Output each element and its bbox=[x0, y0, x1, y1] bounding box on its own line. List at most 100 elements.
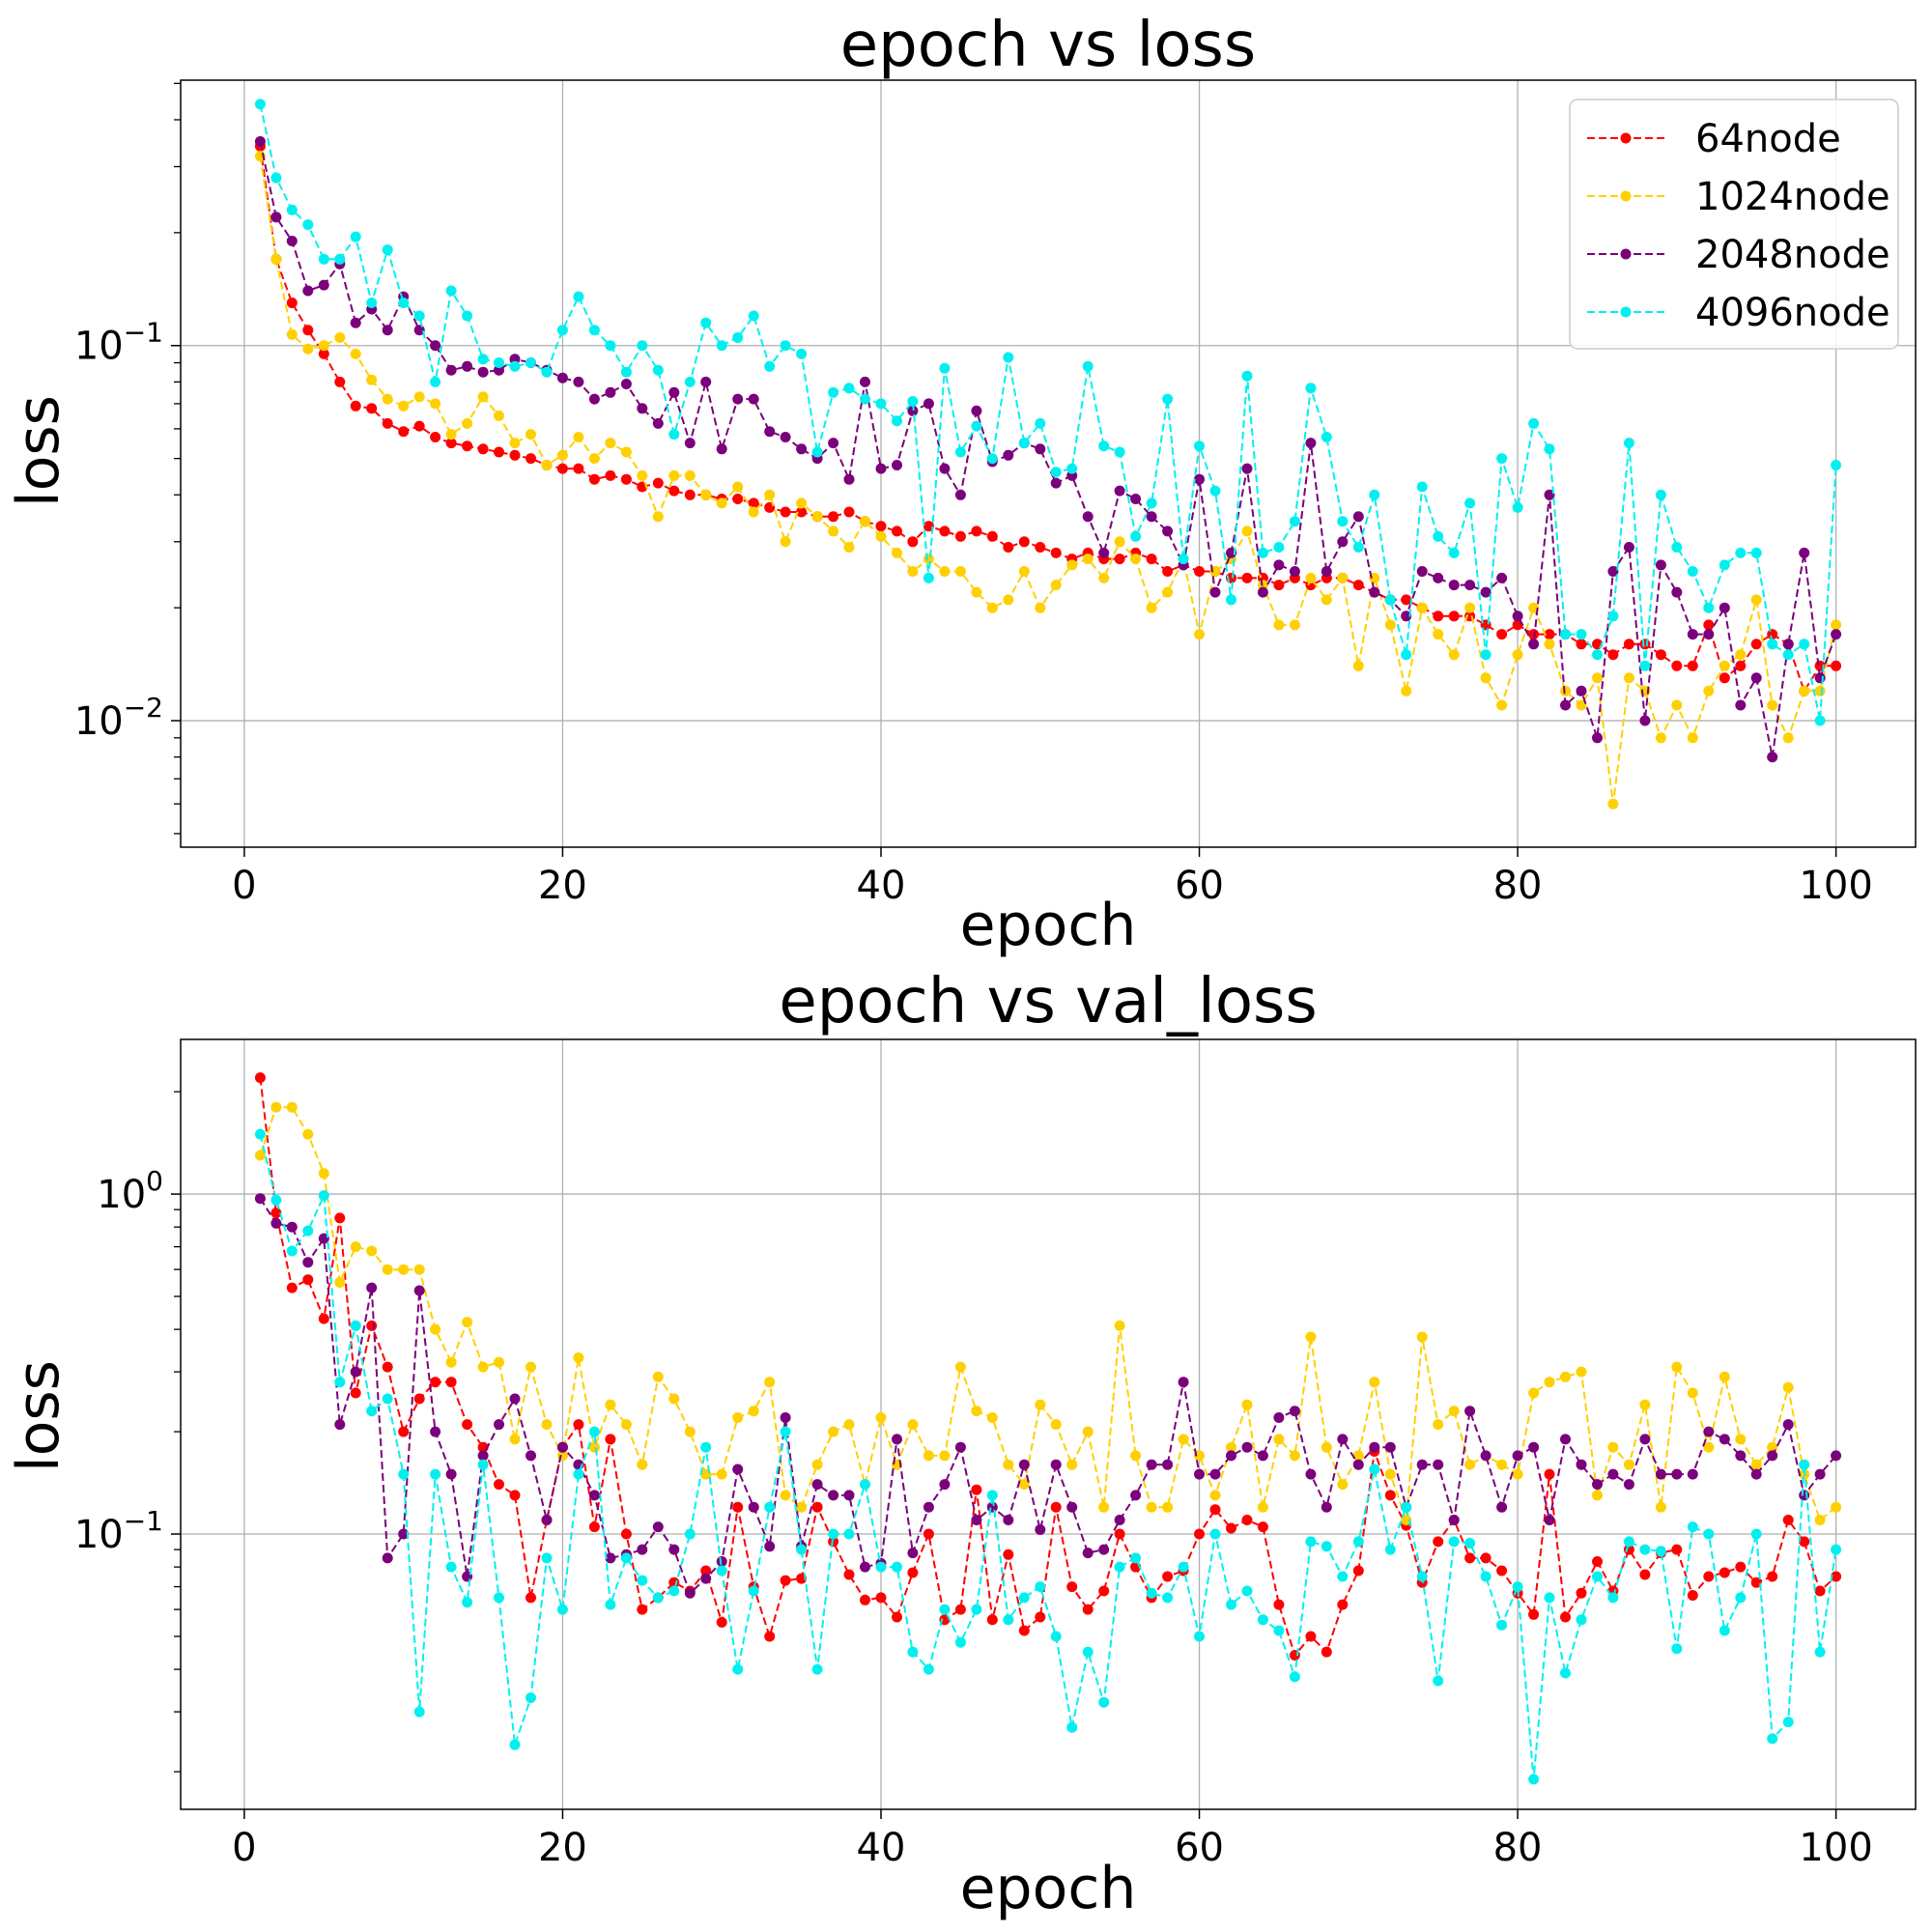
data-point-1024node bbox=[1719, 1371, 1730, 1382]
data-point-4096node bbox=[1750, 547, 1762, 558]
data-point-4096node bbox=[1767, 639, 1778, 650]
chart-title: epoch vs val_loss bbox=[779, 966, 1317, 1037]
data-point-1024node bbox=[398, 400, 410, 412]
data-point-4096node bbox=[716, 340, 727, 352]
data-point-1024node bbox=[1703, 685, 1715, 696]
data-point-4096node bbox=[1528, 417, 1540, 429]
data-point-2048node bbox=[1735, 699, 1747, 711]
data-point-64node bbox=[1273, 1599, 1285, 1610]
data-point-2048node bbox=[907, 1548, 919, 1559]
data-point-64node bbox=[1050, 547, 1062, 558]
data-point-2048node bbox=[1114, 485, 1125, 497]
data-point-4096node bbox=[1273, 1625, 1285, 1636]
data-point-4096node bbox=[1448, 1536, 1460, 1548]
data-point-1024node bbox=[1337, 1479, 1349, 1491]
data-point-2048node bbox=[302, 1257, 314, 1268]
data-point-4096node bbox=[1337, 1571, 1349, 1582]
data-point-2048node bbox=[413, 325, 425, 336]
data-point-2048node bbox=[780, 1412, 791, 1423]
data-point-2048node bbox=[1782, 1419, 1794, 1431]
data-point-1024node bbox=[748, 1406, 759, 1417]
data-point-4096node bbox=[875, 1561, 887, 1573]
x-tick-label: 80 bbox=[1493, 864, 1543, 908]
data-point-4096node bbox=[334, 1377, 346, 1388]
data-point-64node bbox=[1831, 1571, 1842, 1582]
data-point-2048node bbox=[1352, 511, 1364, 523]
data-point-2048node bbox=[350, 317, 361, 328]
data-point-64node bbox=[652, 477, 664, 489]
data-point-1024node bbox=[1018, 566, 1030, 577]
data-point-4096node bbox=[1671, 1643, 1683, 1655]
data-point-4096node bbox=[1735, 547, 1747, 558]
data-point-64node bbox=[1448, 611, 1460, 622]
data-point-1024node bbox=[652, 511, 664, 523]
data-point-2048node bbox=[1146, 511, 1157, 523]
data-point-64node bbox=[286, 1282, 298, 1293]
data-point-1024node bbox=[430, 398, 441, 410]
data-point-64node bbox=[828, 511, 839, 523]
data-point-64node bbox=[1464, 1552, 1476, 1564]
data-point-2048node bbox=[1703, 629, 1715, 640]
data-point-64node bbox=[1194, 566, 1205, 577]
data-point-64node bbox=[318, 1313, 329, 1324]
data-point-4096node bbox=[892, 1561, 902, 1573]
data-point-1024node bbox=[509, 438, 521, 449]
data-point-64node bbox=[892, 1611, 902, 1623]
data-point-2048node bbox=[748, 1501, 759, 1513]
data-point-64node bbox=[1114, 1528, 1125, 1540]
x-tick-label: 100 bbox=[1799, 1826, 1872, 1870]
data-point-1024node bbox=[270, 1101, 282, 1113]
data-point-2048node bbox=[1623, 1479, 1634, 1491]
data-point-1024node bbox=[302, 1128, 314, 1140]
data-point-2048node bbox=[716, 443, 727, 455]
data-point-64node bbox=[1576, 639, 1587, 650]
data-point-4096node bbox=[318, 253, 329, 265]
data-point-64node bbox=[1273, 580, 1285, 591]
data-point-2048node bbox=[907, 405, 919, 416]
data-point-64node bbox=[350, 1387, 361, 1399]
data-point-2048node bbox=[684, 438, 696, 449]
data-point-2048node bbox=[1480, 1450, 1492, 1462]
data-point-2048node bbox=[939, 1479, 951, 1491]
data-point-2048node bbox=[1592, 732, 1603, 744]
data-point-2048node bbox=[732, 393, 744, 405]
data-point-1024node bbox=[605, 1399, 616, 1410]
data-point-64node bbox=[1639, 1569, 1651, 1580]
data-point-1024node bbox=[716, 497, 727, 509]
data-point-2048node bbox=[1003, 1515, 1014, 1525]
data-point-1024node bbox=[1146, 602, 1157, 613]
data-point-2048node bbox=[1671, 586, 1683, 598]
data-point-1024node bbox=[366, 1245, 378, 1257]
data-point-2048node bbox=[477, 1450, 489, 1462]
data-point-64node bbox=[1655, 649, 1666, 661]
data-point-4096node bbox=[828, 386, 839, 398]
data-point-64node bbox=[445, 1377, 457, 1388]
data-point-2048node bbox=[1352, 1459, 1364, 1470]
data-point-64node bbox=[986, 1614, 998, 1626]
data-point-1024node bbox=[605, 438, 616, 449]
data-point-4096node bbox=[509, 360, 521, 372]
data-point-4096node bbox=[1273, 542, 1285, 553]
data-point-2048node bbox=[494, 364, 504, 376]
data-point-64node bbox=[1782, 1515, 1794, 1525]
data-point-4096node bbox=[637, 340, 648, 352]
data-point-1024node bbox=[1162, 1501, 1174, 1513]
data-point-64node bbox=[1337, 1599, 1349, 1610]
data-point-4096node bbox=[620, 366, 632, 378]
data-point-64node bbox=[1767, 1571, 1778, 1582]
data-point-2048node bbox=[573, 376, 584, 387]
data-point-4096node bbox=[1321, 432, 1332, 442]
data-point-4096node bbox=[1114, 1561, 1125, 1573]
data-point-4096node bbox=[350, 1320, 361, 1331]
data-point-2048node bbox=[1337, 536, 1349, 548]
x-tick-label: 20 bbox=[538, 864, 587, 908]
data-point-64node bbox=[843, 506, 855, 518]
data-point-2048node bbox=[1607, 566, 1619, 577]
data-point-4096node bbox=[1687, 566, 1698, 577]
data-point-1024node bbox=[1623, 672, 1634, 684]
data-point-2048node bbox=[509, 1393, 521, 1405]
data-point-2048node bbox=[1496, 572, 1508, 583]
data-point-4096node bbox=[1512, 501, 1523, 513]
data-point-2048node bbox=[1066, 1501, 1078, 1513]
data-point-1024node bbox=[1448, 649, 1460, 661]
